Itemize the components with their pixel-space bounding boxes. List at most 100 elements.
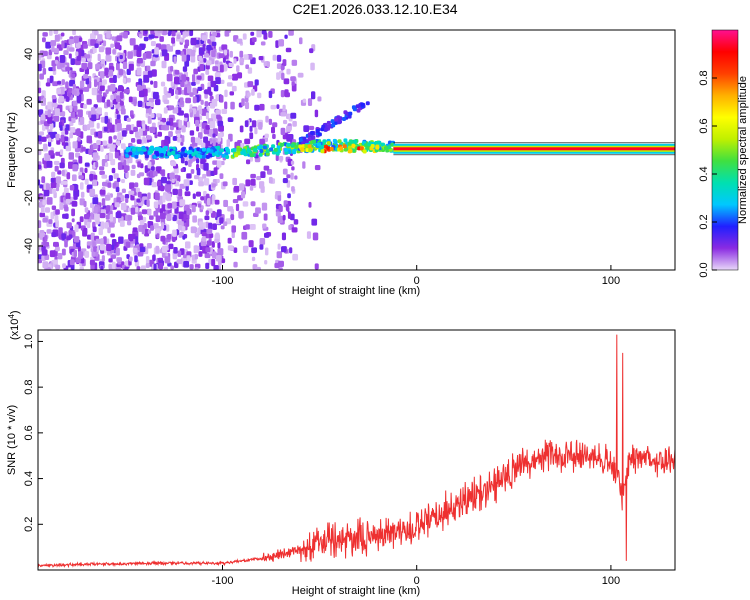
heatmap-noise-cell [106, 99, 111, 107]
heatmap-noise-cell [51, 205, 57, 210]
heatmap-noise-cell [198, 251, 203, 257]
heatmap-noise-cell [83, 104, 88, 109]
heatmap-noise-cell [197, 75, 202, 80]
heatmap-noise-cell [158, 262, 164, 270]
heatmap-noise-cell [166, 93, 172, 98]
heatmap-noise-cell [160, 81, 166, 87]
heatmap-noise-cell [213, 265, 219, 270]
heatmap-noise-cell [228, 75, 233, 80]
heatmap-noise-cell [227, 117, 234, 122]
heatmap-noise-cell [147, 107, 152, 115]
heatmap-noise-cell [137, 46, 142, 52]
heatmap-noise-cell [39, 184, 43, 189]
heatmap-trace-cell [137, 147, 142, 152]
heatmap-noise-cell [49, 30, 53, 36]
heatmap-noise-cell [83, 200, 87, 208]
heatmap-noise-cell [164, 256, 171, 264]
heatmap-noise-cell [136, 120, 142, 128]
heatmap-noise-cell [189, 92, 194, 97]
heatmap-noise-cell [116, 35, 123, 42]
heatmap-noise-cell [265, 115, 269, 123]
heatmap-noise-cell [76, 54, 81, 61]
heatmap-noise-cell [204, 215, 210, 221]
heatmap-trace-cell [171, 150, 176, 155]
heatmap-noise-cell [49, 75, 54, 84]
heatmap-noise-cell [211, 183, 216, 188]
heatmap-noise-cell [146, 199, 150, 207]
heatmap-noise-cell [203, 53, 210, 58]
heatmap-noise-cell [128, 63, 134, 71]
heatmap-noise-cell [160, 212, 166, 220]
heatmap-noise-cell [232, 177, 238, 186]
heatmap-noise-cell [227, 245, 234, 251]
heatmap-noise-cell [196, 110, 200, 117]
heatmap-noise-cell [125, 197, 129, 203]
heatmap-noise-cell [132, 233, 136, 240]
colorbar-tick-label: 0.6 [698, 118, 710, 133]
heatmap-noise-cell [205, 247, 211, 253]
heatmap-noise-cell [181, 74, 187, 82]
heatmap-noise-cell [128, 96, 133, 103]
heatmap-noise-cell [276, 63, 282, 70]
heatmap-noise-cell [138, 202, 144, 207]
heatmap-noise-cell [245, 64, 250, 69]
heatmap-noise-cell [73, 35, 79, 44]
heatmap-trace-hot-cell [347, 149, 352, 154]
heatmap-trace-hot-cell [304, 144, 309, 149]
heatmap-noise-cell [194, 263, 201, 269]
heatmap-noise-cell [249, 125, 253, 132]
heatmap-noise-cell [215, 109, 221, 115]
heatmap-noise-cell [108, 258, 113, 263]
heatmap-noise-cell [77, 109, 83, 118]
heatmap-branch-cell [365, 101, 370, 106]
heatmap-noise-cell [100, 265, 104, 270]
heatmap-noise-cell [243, 54, 249, 60]
heatmap-trace-cell [139, 150, 144, 155]
heatmap-noise-cell [105, 47, 112, 55]
heatmap-noise-cell [97, 34, 103, 42]
heatmap-noise-cell [282, 168, 288, 175]
heatmap-noise-cell [197, 203, 202, 208]
heatmap-noise-cell [167, 234, 172, 240]
heatmap-noise-cell [138, 128, 143, 137]
heatmap-noise-cell [53, 30, 59, 35]
heatmap-noise-cell [82, 229, 88, 237]
heatmap-noise-cell [181, 125, 186, 133]
heatmap-noise-cell [166, 73, 173, 82]
heatmap-noise-cell [38, 179, 41, 186]
heatmap-noise-cell [155, 245, 160, 254]
heatmap-noise-cell [189, 264, 194, 270]
heatmap-noise-cell [115, 247, 120, 256]
heatmap-noise-cell [70, 58, 76, 65]
heatmap-noise-cell [156, 113, 161, 118]
heatmap-noise-cell [219, 173, 224, 180]
heatmap-noise-cell [100, 71, 105, 79]
heatmap-noise-cell [47, 116, 53, 124]
heatmap-noise-cell [151, 182, 157, 188]
heatmap-noise-cell [239, 58, 245, 63]
heatmap-noise-cell [314, 109, 319, 118]
heatmap-noise-cell [180, 141, 184, 146]
heatmap-noise-cell [205, 112, 209, 120]
heatmap-noise-cell [52, 66, 56, 72]
heatmap-noise-cell [105, 162, 109, 168]
heatmap-noise-cell [193, 68, 198, 75]
heatmap-noise-cell [108, 175, 113, 181]
heatmap-noise-cell [148, 97, 155, 103]
heatmap-noise-cell [189, 30, 194, 36]
heatmap-noise-cell [133, 98, 137, 107]
heatmap-noise-cell [191, 204, 196, 213]
heatmap-noise-cell [154, 47, 159, 55]
heatmap-noise-cell [149, 215, 154, 220]
heatmap-noise-cell [311, 218, 318, 226]
heatmap-noise-cell [79, 266, 84, 270]
heatmap-noise-cell [100, 59, 106, 64]
heatmap-noise-cell [221, 108, 228, 114]
heatmap-branch-cell [310, 130, 314, 135]
heatmap-trace-cell [269, 147, 274, 152]
heatmap-noise-cell [219, 64, 224, 73]
heatmap-noise-cell [277, 194, 282, 202]
heatmap-noise-cell [138, 215, 143, 221]
heatmap-noise-cell [39, 212, 46, 218]
heatmap-noise-cell [160, 235, 166, 242]
